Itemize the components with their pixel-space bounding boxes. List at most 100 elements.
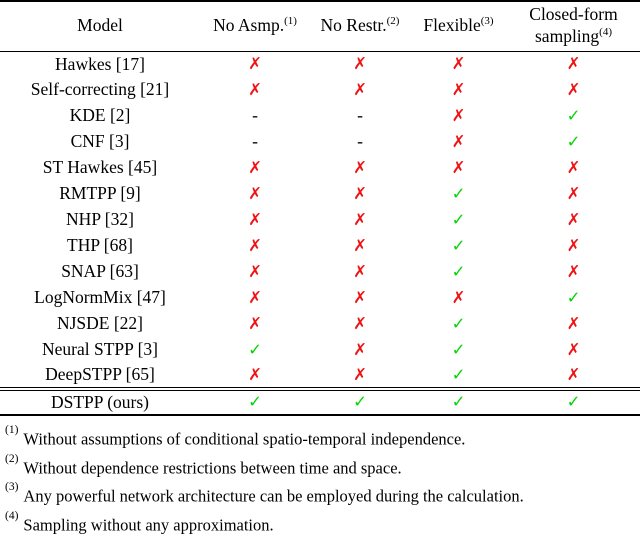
cross-mark: ✗	[310, 181, 410, 207]
footnote-3: (3) Any powerful network architecture can…	[5, 480, 636, 509]
footnote-marker: (1)	[284, 15, 297, 27]
footnote-marker: (2)	[387, 15, 400, 27]
cross-mark: ✗	[310, 207, 410, 233]
model-comparison-table: Model No Asmp.(1) No Restr.(2) Flexible(…	[0, 0, 640, 416]
footnote-1: (1) Without assumptions of conditional sp…	[5, 423, 636, 452]
cross-mark: ✗	[507, 155, 640, 181]
model-name-cell: DSTPP (ours)	[0, 389, 200, 415]
table-row: Hawkes [17]✗✗✗✗	[0, 51, 640, 77]
footnote-4: (4) Sampling without any approximation.	[5, 509, 636, 537]
table-row: Self-correcting [21]✗✗✗✗	[0, 77, 640, 103]
column-header-no-asmp: No Asmp.(1)	[200, 1, 310, 51]
model-name-cell: THP [68]	[0, 233, 200, 259]
model-name-cell: LogNormMix [47]	[0, 285, 200, 311]
check-mark: ✓	[410, 259, 507, 285]
column-header-no-restr: No Restr.(2)	[310, 1, 410, 51]
cross-mark: ✗	[200, 311, 310, 337]
table-row: SNAP [63]✗✗✓✗	[0, 259, 640, 285]
footnote-text: Without dependence restrictions between …	[23, 458, 401, 477]
column-header-label: No Restr.	[321, 15, 387, 35]
check-mark: ✓	[200, 389, 310, 415]
footnote-text: Sampling without any approximation.	[23, 515, 273, 534]
cross-mark: ✗	[507, 233, 640, 259]
table-row: THP [68]✗✗✓✗	[0, 233, 640, 259]
table-row: NHP [32]✗✗✓✗	[0, 207, 640, 233]
check-mark: ✓	[410, 181, 507, 207]
header-row: Model No Asmp.(1) No Restr.(2) Flexible(…	[0, 1, 640, 51]
cross-mark: ✗	[410, 51, 507, 77]
model-name-cell: KDE [2]	[0, 103, 200, 129]
model-name-cell: ST Hawkes [45]	[0, 155, 200, 181]
model-name-cell: CNF [3]	[0, 129, 200, 155]
table-row: KDE [2]--✗✓	[0, 103, 640, 129]
check-mark: ✓	[507, 389, 640, 415]
cross-mark: ✗	[310, 337, 410, 363]
cross-mark: ✗	[410, 285, 507, 311]
column-header-label: No Asmp.	[213, 15, 284, 35]
cross-mark: ✗	[200, 363, 310, 389]
model-name-cell: RMTPP [9]	[0, 181, 200, 207]
table-row: DeepSTPP [65]✗✗✓✗	[0, 363, 640, 389]
cross-mark: ✗	[410, 103, 507, 129]
cross-mark: ✗	[507, 51, 640, 77]
table-row: LogNormMix [47]✗✗✗✓	[0, 285, 640, 311]
cross-mark: ✗	[310, 311, 410, 337]
column-header-model: Model	[0, 1, 200, 51]
cross-mark: ✗	[507, 207, 640, 233]
check-mark: ✓	[507, 285, 640, 311]
cross-mark: ✗	[310, 77, 410, 103]
cross-mark: ✗	[507, 259, 640, 285]
cross-mark: ✗	[310, 51, 410, 77]
cross-mark: ✗	[200, 285, 310, 311]
footnotes: (1) Without assumptions of conditional sp…	[0, 416, 640, 537]
check-mark: ✓	[410, 363, 507, 389]
footnote-text: Any powerful network architecture can be…	[23, 487, 523, 506]
model-name-cell: SNAP [63]	[0, 259, 200, 285]
cross-mark: ✗	[200, 181, 310, 207]
dash-mark: -	[200, 129, 310, 155]
dash-mark: -	[200, 103, 310, 129]
check-mark: ✓	[410, 233, 507, 259]
check-mark: ✓	[310, 389, 410, 415]
model-name-cell: NHP [32]	[0, 207, 200, 233]
column-header-label: Flexible	[423, 15, 480, 35]
footnote-2: (2)Without dependence restrictions betwe…	[5, 452, 636, 481]
table-row: NJSDE [22]✗✗✓✗	[0, 311, 640, 337]
cross-mark: ✗	[200, 77, 310, 103]
cross-mark: ✗	[507, 337, 640, 363]
check-mark: ✓	[410, 207, 507, 233]
table-row: Neural STPP [3]✓✗✓✗	[0, 337, 640, 363]
footnote-marker: (1)	[5, 424, 18, 436]
dash-mark: -	[310, 129, 410, 155]
table-body: Hawkes [17]✗✗✗✗Self-correcting [21]✗✗✗✗K…	[0, 51, 640, 389]
cross-mark: ✗	[410, 129, 507, 155]
cross-mark: ✗	[310, 259, 410, 285]
cross-mark: ✗	[200, 233, 310, 259]
cross-mark: ✗	[507, 77, 640, 103]
check-mark: ✓	[410, 389, 507, 415]
check-mark: ✓	[410, 337, 507, 363]
column-header-flexible: Flexible(3)	[410, 1, 507, 51]
cross-mark: ✗	[410, 77, 507, 103]
cross-mark: ✗	[310, 155, 410, 181]
table-row: RMTPP [9]✗✗✓✗	[0, 181, 640, 207]
check-mark: ✓	[507, 103, 640, 129]
cross-mark: ✗	[200, 51, 310, 77]
table-final-row-section: DSTPP (ours)✓✓✓✓	[0, 389, 640, 415]
check-mark: ✓	[410, 311, 507, 337]
footnote-text: Without assumptions of conditional spati…	[23, 430, 465, 449]
cross-mark: ✗	[310, 363, 410, 389]
check-mark: ✓	[200, 337, 310, 363]
check-mark: ✓	[507, 129, 640, 155]
cross-mark: ✗	[507, 363, 640, 389]
cross-mark: ✗	[200, 259, 310, 285]
cross-mark: ✗	[507, 311, 640, 337]
table-row: DSTPP (ours)✓✓✓✓	[0, 389, 640, 415]
footnote-marker: (3)	[5, 481, 18, 493]
cross-mark: ✗	[310, 233, 410, 259]
footnote-marker: (4)	[5, 510, 18, 522]
model-name-cell: Neural STPP [3]	[0, 337, 200, 363]
cross-mark: ✗	[410, 155, 507, 181]
footnote-marker: (4)	[599, 26, 612, 38]
